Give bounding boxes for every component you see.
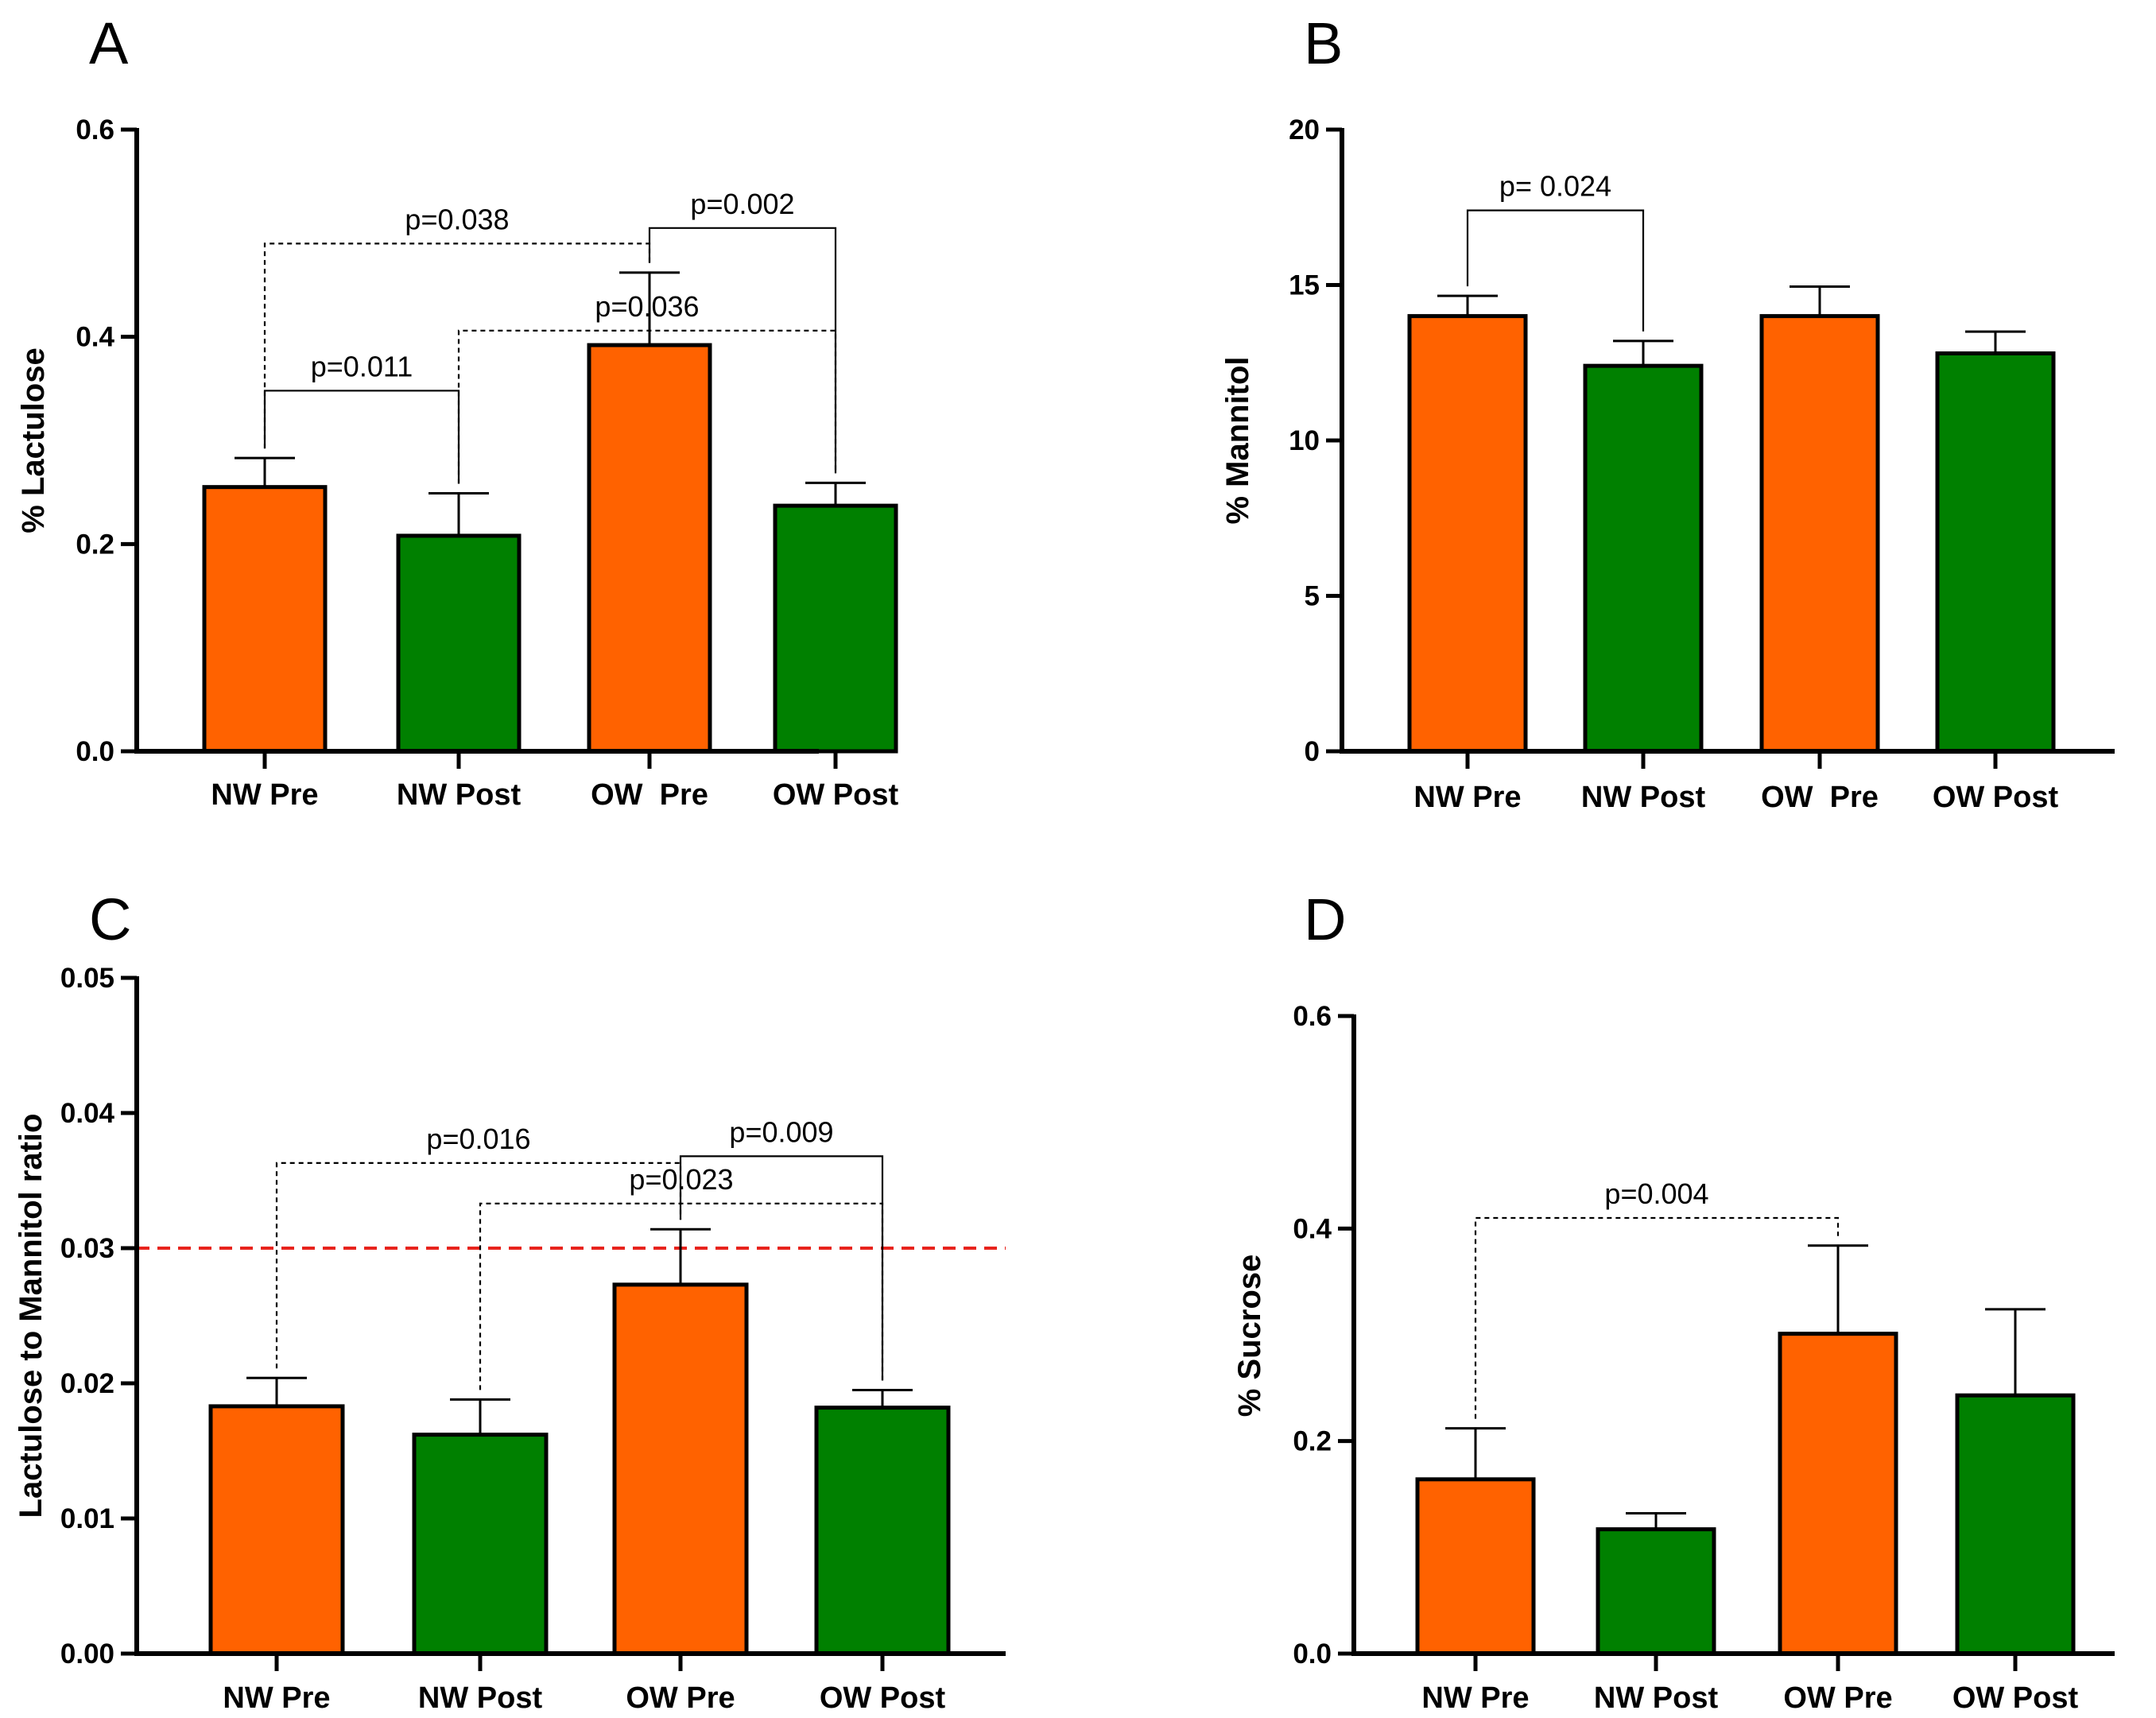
- bar-3: [773, 503, 898, 754]
- x-category-label-3: OW Post: [773, 778, 899, 812]
- bar-0: [202, 485, 328, 754]
- x-category-label-1: NW Post: [1581, 781, 1706, 814]
- comparison-bracket-0: [1474, 1216, 1840, 1419]
- comparison-bracket-3: [263, 390, 460, 484]
- y-axis-title: Lactulose to Mannitol ratio: [14, 1114, 48, 1518]
- chart-panel-b: Bp= 0.024 0 5 10 15 20 NW Pre NW Post OW Pre OW P…: [1220, 10, 2115, 814]
- comparison-bracket-0: [1466, 209, 1645, 332]
- y-tick-label-1: 0.2: [1293, 1426, 1332, 1457]
- x-category-label-1: NW Post: [397, 778, 522, 812]
- comparison-label-1: p=0.002: [690, 188, 794, 220]
- x-category-label-3: OW Post: [1952, 1681, 2079, 1715]
- chart-panel-a: Ap=0.038 p=0.002 p=0.036 p=0.011 0.0 0.2 0.4 0.…: [16, 10, 899, 812]
- x-category-label-1: NW Post: [418, 1681, 543, 1715]
- x-category-label-2: OW Pre: [1761, 781, 1879, 814]
- comparison-bracket-0: [263, 242, 651, 449]
- bar-0: [1415, 1477, 1536, 1656]
- panel-letter: D: [1304, 886, 1346, 952]
- y-tick-label-1: 0.01: [60, 1503, 114, 1534]
- x-category-label-0: NW Pre: [211, 778, 318, 812]
- x-category-label-2: OW Pre: [626, 1681, 735, 1715]
- y-tick-label-5: 0.05: [60, 963, 114, 994]
- comparison-bracket-2: [457, 329, 837, 484]
- panel-letter: C: [89, 886, 131, 952]
- x-category-label-1: NW Post: [1594, 1681, 1719, 1715]
- bar-1: [1583, 363, 1704, 754]
- bar-1: [396, 533, 522, 754]
- y-tick-label-3: 0.6: [76, 114, 114, 145]
- chart-panel-c: Cp=0.016 p=0.009 p=0.023 0.00 0.01 0.02 0.03 0.…: [14, 886, 1006, 1715]
- x-category-label-2: OW Pre: [1783, 1681, 1892, 1715]
- y-tick-label-0: 0.0: [76, 736, 114, 767]
- y-tick-label-1: 5: [1305, 581, 1320, 612]
- bar-2: [1778, 1332, 1898, 1656]
- bar-1: [412, 1433, 549, 1656]
- comparison-bracket-1: [679, 1155, 884, 1381]
- y-tick-label-3: 0.03: [60, 1233, 114, 1264]
- bar-3: [1935, 351, 2056, 754]
- y-tick-label-0: 0: [1305, 736, 1320, 767]
- comparison-label-0: p= 0.024: [1499, 170, 1611, 203]
- y-tick-label-1: 0.2: [76, 529, 114, 560]
- y-tick-label-2: 0.4: [76, 322, 114, 353]
- y-tick-label-2: 0.4: [1293, 1213, 1332, 1244]
- bar-0: [1407, 314, 1528, 754]
- x-category-label-2: OW Pre: [591, 778, 708, 812]
- bar-3: [814, 1406, 951, 1656]
- bar-0: [208, 1404, 345, 1656]
- bar-1: [1596, 1527, 1716, 1656]
- y-tick-label-2: 0.02: [60, 1368, 114, 1399]
- y-tick-label-3: 0.6: [1293, 1001, 1332, 1032]
- y-axis-title: % Sucrose: [1232, 1255, 1267, 1417]
- y-axis-title: % Lactulose: [16, 347, 51, 533]
- y-axis-title: % Mannitol: [1220, 356, 1255, 524]
- comparison-bracket-1: [648, 227, 837, 474]
- comparison-label-1: p=0.009: [729, 1115, 833, 1148]
- x-category-label-0: NW Pre: [223, 1681, 330, 1715]
- bar-2: [612, 1282, 749, 1656]
- x-category-label-0: NW Pre: [1413, 781, 1521, 814]
- comparison-label-0: p=0.004: [1604, 1177, 1708, 1210]
- panel-letter: A: [89, 10, 129, 76]
- bar-3: [1955, 1393, 2076, 1656]
- x-category-label-0: NW Pre: [1421, 1681, 1529, 1715]
- y-tick-label-0: 0.00: [60, 1638, 114, 1670]
- chart-panel-d: Dp=0.004 0.0 0.2 0.4 0.6 NW Pre NW Post OW Pre O…: [1232, 886, 2115, 1715]
- comparison-label-2: p=0.023: [629, 1163, 733, 1196]
- x-category-label-3: OW Post: [820, 1681, 946, 1715]
- comparison-bracket-2: [479, 1202, 884, 1390]
- y-tick-label-3: 15: [1289, 270, 1320, 301]
- y-tick-label-4: 20: [1289, 114, 1320, 145]
- y-tick-label-0: 0.0: [1293, 1638, 1332, 1670]
- comparison-label-0: p=0.038: [405, 203, 509, 235]
- comparison-label-2: p=0.036: [595, 290, 699, 323]
- bar-2: [587, 343, 712, 754]
- comparison-label-3: p=0.011: [311, 350, 413, 382]
- x-category-label-3: OW Post: [1933, 781, 2059, 814]
- bar-2: [1759, 314, 1880, 754]
- comparison-label-0: p=0.016: [426, 1123, 530, 1155]
- y-tick-label-2: 10: [1289, 425, 1320, 456]
- y-tick-label-4: 0.04: [60, 1098, 115, 1129]
- panel-letter: B: [1304, 10, 1343, 76]
